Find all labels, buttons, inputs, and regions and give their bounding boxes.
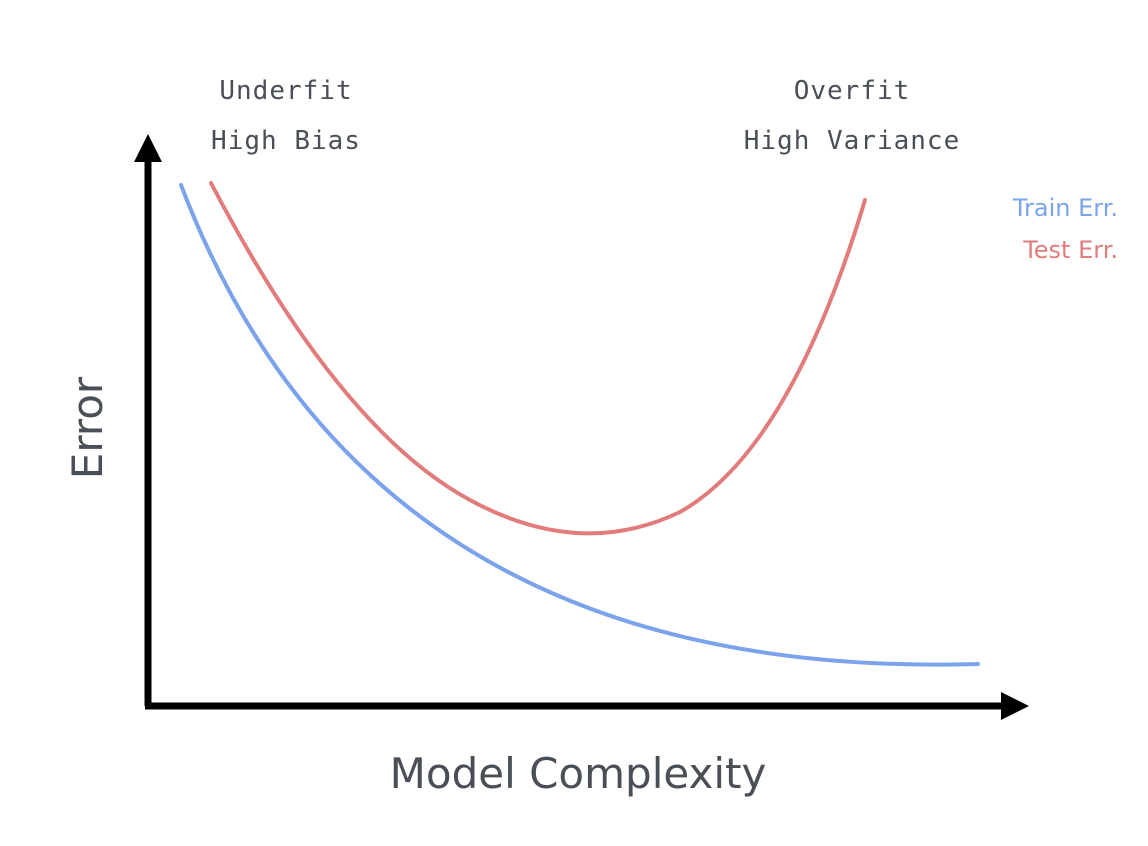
- y-axis-title: Error: [63, 376, 112, 479]
- train-error-curve: [179, 183, 980, 667]
- test-error-curve: [209, 181, 867, 536]
- overfit-label: Overfit: [794, 76, 911, 106]
- high-variance-label: High Variance: [744, 126, 961, 156]
- underfit-label: Underfit: [219, 76, 352, 106]
- y-axis-arrowhead: [134, 134, 162, 162]
- legend-test-error: Test Err.: [1022, 236, 1118, 264]
- high-bias-label: High Bias: [211, 126, 361, 156]
- x-axis-title: Model Complexity: [390, 749, 767, 798]
- legend-train-error: Train Err.: [1012, 194, 1118, 222]
- x-axis-arrowhead: [1001, 692, 1029, 720]
